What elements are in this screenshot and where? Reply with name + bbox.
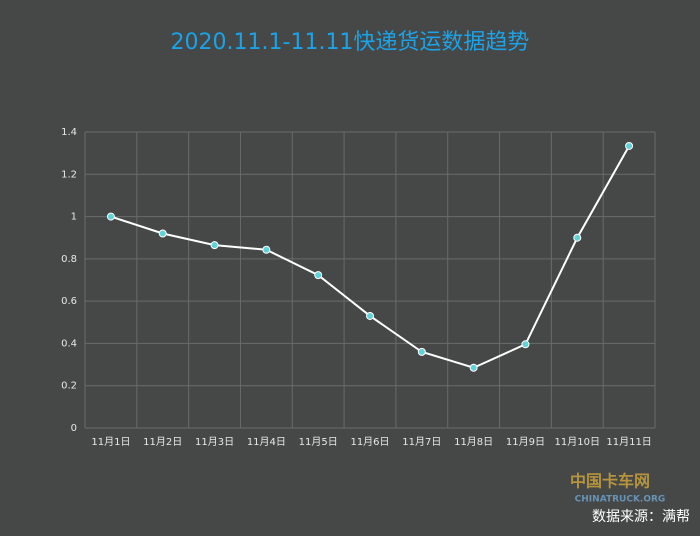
point [106, 212, 115, 221]
y-tick-label: 0.4 [61, 338, 77, 349]
watermark: 中国卡车网 [570, 472, 650, 491]
x-tick-label: 11月4日 [247, 436, 286, 448]
y-tick-label: 1 [71, 212, 77, 223]
watermark-sub: CHINATRUCK.ORG [575, 495, 666, 505]
x-tick-label: 11月11日 [606, 436, 651, 448]
y-tick-label: 0.2 [61, 381, 77, 392]
point [366, 311, 374, 320]
x-tick-label: 11月5日 [299, 436, 338, 448]
point [262, 245, 271, 254]
x-tick-label: 11月1日 [91, 436, 130, 448]
source-note: 数据来源：满帮 [592, 509, 690, 525]
x-tick-label: 11月10日 [555, 436, 600, 448]
y-tick-label: 1.4 [61, 127, 77, 138]
x-tick-label: 11月3日 [195, 436, 234, 448]
x-tick-label: 11月9日 [506, 436, 545, 448]
point [314, 271, 323, 280]
x-tick-label: 11月7日 [402, 436, 441, 448]
y-tick-label: 0 [71, 423, 77, 434]
x-tick-label: 11月6日 [350, 436, 389, 448]
x-tick-label: 11月8日 [454, 436, 493, 448]
point [469, 363, 478, 372]
point [158, 229, 167, 238]
point [625, 141, 634, 150]
x-tick-label: 11月2日 [143, 436, 182, 448]
point [521, 340, 530, 349]
y-tick-label: 0.8 [61, 254, 77, 265]
point [573, 233, 582, 242]
point [417, 347, 426, 356]
y-tick-label: 0.6 [61, 296, 77, 307]
point [210, 241, 219, 250]
y-tick-label: 1.2 [61, 169, 77, 180]
chart-title: 2020.11.1-11.11快递货运数据趋势 [171, 30, 530, 55]
